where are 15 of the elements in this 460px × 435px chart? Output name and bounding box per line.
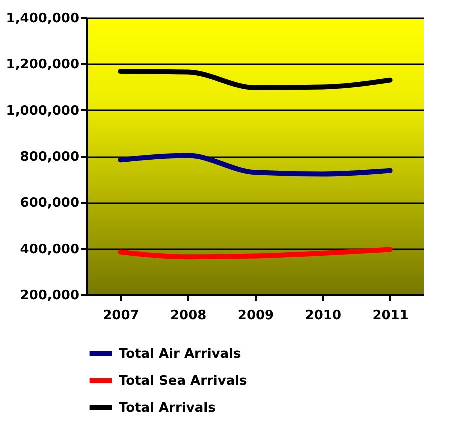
y-tick-label: 200,000 <box>20 288 80 304</box>
x-tick-label: 2011 <box>372 308 409 324</box>
x-tick-label: 2010 <box>305 308 342 324</box>
legend-label: Total Air Arrivals <box>119 347 242 362</box>
x-tick-label: 2007 <box>103 308 140 324</box>
y-tick-label: 1,200,000 <box>6 58 80 73</box>
y-tick-label: 400,000 <box>20 242 80 258</box>
x-tick-label: 2009 <box>238 308 274 324</box>
y-tick-label: 1,400,000 <box>6 12 80 26</box>
legend-label: Total Sea Arrivals <box>119 374 248 389</box>
y-tick-label: 800,000 <box>20 150 80 165</box>
legend-label: Total Arrivals <box>119 401 216 416</box>
y-tick-label: 1,000,000 <box>6 104 80 119</box>
y-tick-label: 600,000 <box>20 196 80 212</box>
x-tick-label: 2008 <box>170 308 207 324</box>
